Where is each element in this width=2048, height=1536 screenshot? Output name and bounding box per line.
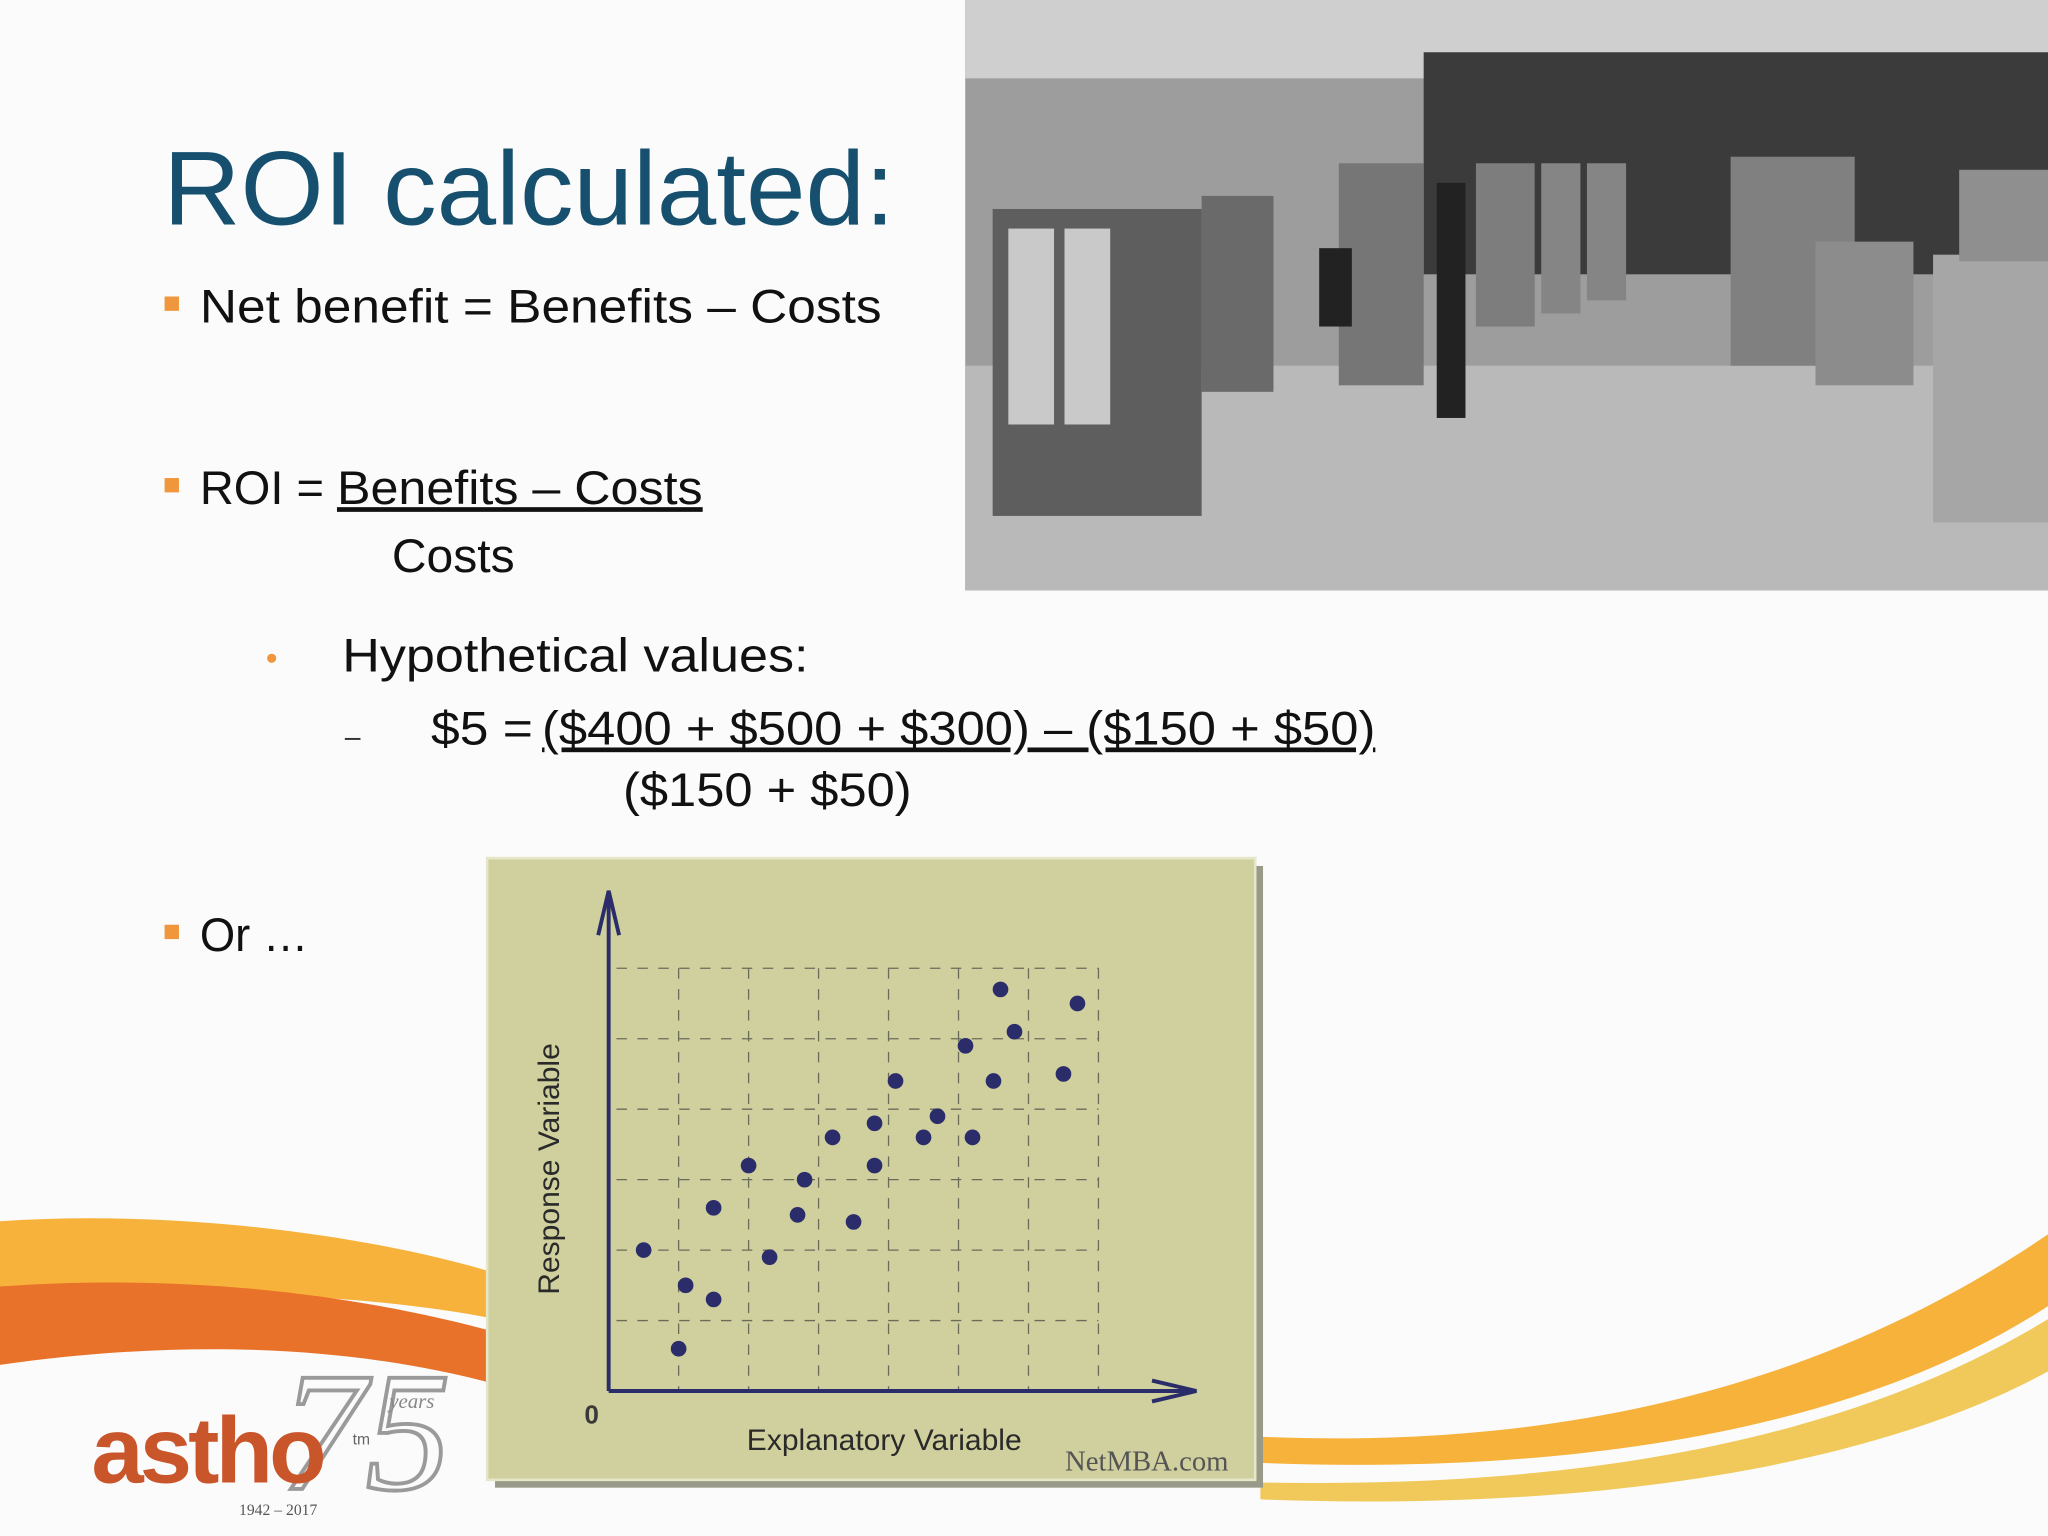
point xyxy=(866,1157,883,1174)
point xyxy=(789,1207,806,1223)
logo-years: years xyxy=(387,1389,434,1413)
point xyxy=(670,1340,687,1357)
point xyxy=(845,1214,862,1230)
dash xyxy=(344,737,361,740)
point xyxy=(705,1199,722,1216)
title: ROI calculated: xyxy=(163,131,894,248)
bullet xyxy=(164,296,179,311)
point xyxy=(866,1115,883,1132)
origin-label: 0 xyxy=(584,1400,599,1430)
point xyxy=(957,1037,974,1054)
numerator: Benefits – Costs xyxy=(337,461,703,514)
sub-bullet xyxy=(267,653,277,663)
point xyxy=(915,1129,932,1146)
y-axis-arrow xyxy=(596,890,622,936)
bullet-text: Net benefit = Benefits – Costs xyxy=(200,280,882,333)
point xyxy=(635,1242,652,1258)
numerator: ($400 + $500 + $300) – ($150 + $50) xyxy=(542,701,1375,754)
y-axis-label: Response Variable xyxy=(533,1043,566,1295)
formula-label: ROI = xyxy=(200,461,324,514)
point xyxy=(705,1291,722,1308)
swoosh xyxy=(0,1282,497,1385)
denominator: Costs xyxy=(392,529,515,582)
point xyxy=(929,1108,946,1125)
point xyxy=(985,1073,1002,1089)
logo-anniversary: 75 xyxy=(281,1338,451,1526)
swoosh xyxy=(1260,1319,2048,1502)
swoosh xyxy=(1260,1234,2048,1465)
point xyxy=(1006,1023,1023,1040)
credit: NetMBA.com xyxy=(1065,1446,1229,1478)
point xyxy=(992,981,1009,998)
logo-tm: tm xyxy=(353,1432,370,1449)
point xyxy=(677,1277,694,1294)
point xyxy=(796,1171,813,1188)
point xyxy=(1055,1066,1072,1082)
logo: 75 years astho tm 1942 – 2017 xyxy=(91,1336,452,1528)
point xyxy=(887,1073,904,1089)
bullet-text: Or … xyxy=(200,908,308,961)
bullet xyxy=(164,478,179,493)
denominator: ($150 + $50) xyxy=(623,763,912,816)
logo-name: astho xyxy=(91,1397,323,1502)
x-axis-label: Explanatory Variable xyxy=(747,1424,1022,1457)
point xyxy=(740,1157,757,1174)
point xyxy=(761,1249,778,1265)
point xyxy=(824,1129,841,1146)
sub-heading: Hypothetical values: xyxy=(342,628,808,681)
scatter-chart: 0 Explanatory Variable Response Variable Ne… xyxy=(533,890,1229,1478)
formula-label: $5 = xyxy=(431,701,533,754)
point xyxy=(1069,995,1086,1012)
point xyxy=(964,1129,981,1146)
bullet xyxy=(164,924,179,940)
logo-dates: 1942 – 2017 xyxy=(239,1502,317,1519)
x-axis-arrow xyxy=(1151,1378,1197,1404)
photo xyxy=(965,0,2048,591)
